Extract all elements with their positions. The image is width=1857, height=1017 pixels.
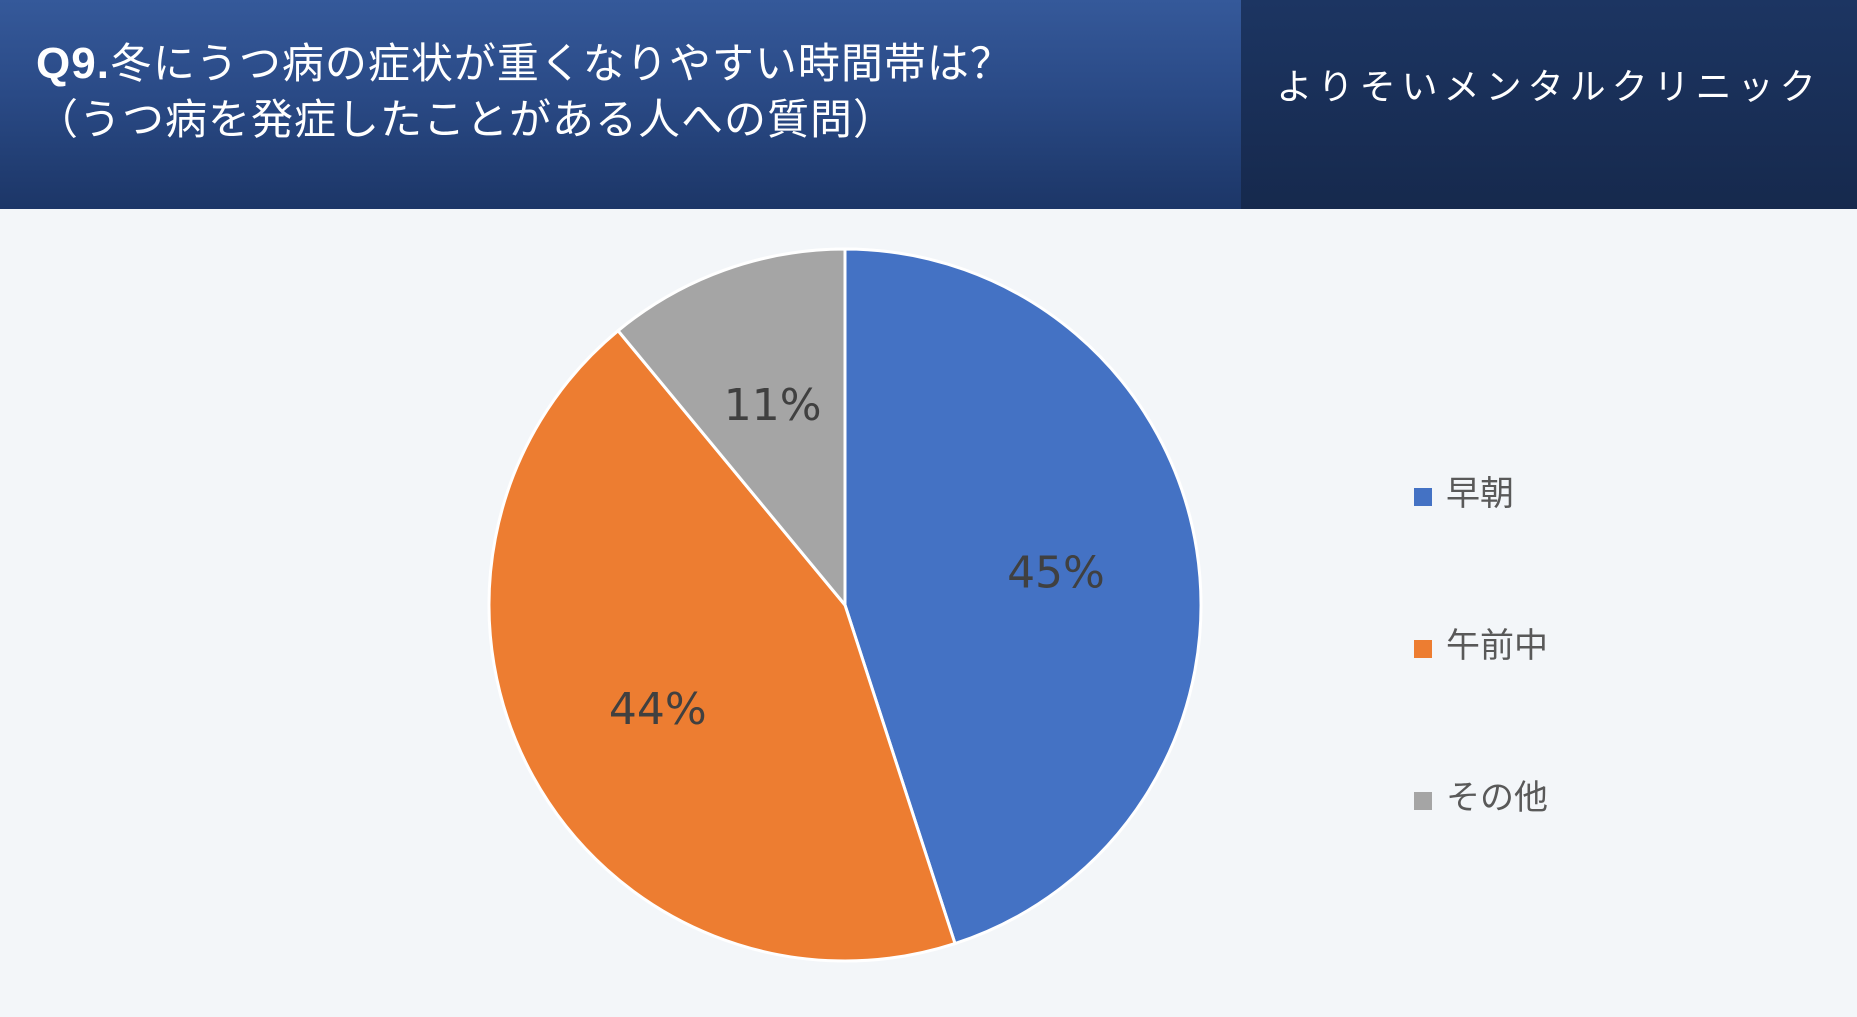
header-banner: Q9.冬にうつ病の症状が重くなりやすい時間帯は？ （うつ病を発症したことがある人…	[0, 0, 1857, 209]
legend-swatch-early-morning	[1414, 488, 1432, 506]
legend-label-other: その他	[1446, 778, 1548, 818]
legend-swatch-morning	[1414, 640, 1432, 658]
legend-label-morning: 午前中	[1446, 626, 1548, 666]
pie-slice-morning	[487, 328, 957, 963]
pie-slice-other	[615, 247, 847, 610]
pie-chart: 45% 44% 11%	[487, 247, 1203, 963]
legend-swatch-other	[1414, 792, 1432, 810]
data-label-early-morning: 45%	[1007, 548, 1105, 599]
pie-data-labels: 45% 44% 11%	[609, 380, 1105, 735]
legend-label-early-morning: 早朝	[1446, 474, 1514, 514]
title-line-2: （うつ病を発症したことがある人への質問）	[36, 95, 897, 144]
data-label-other: 11%	[724, 380, 822, 431]
pie-slice-early-morning	[843, 247, 1203, 946]
title-panel: Q9.冬にうつ病の症状が重くなりやすい時間帯は？ （うつ病を発症したことがある人…	[0, 0, 1241, 209]
question-text: 冬にうつ病の症状が重くなりやすい時間帯は？	[109, 39, 1013, 88]
clinic-brand-name: よりそいメンタルクリニック	[1276, 67, 1822, 108]
question-number: Q9.	[36, 39, 110, 88]
title-line-1: Q9.冬にうつ病の症状が重くなりやすい時間帯は？	[36, 36, 1226, 92]
chart-title: Q9.冬にうつ病の症状が重くなりやすい時間帯は？ （うつ病を発症したことがある人…	[36, 36, 1226, 148]
pie-slices	[487, 247, 1203, 963]
data-label-morning: 44%	[609, 684, 707, 735]
brand-panel	[1241, 0, 1857, 209]
